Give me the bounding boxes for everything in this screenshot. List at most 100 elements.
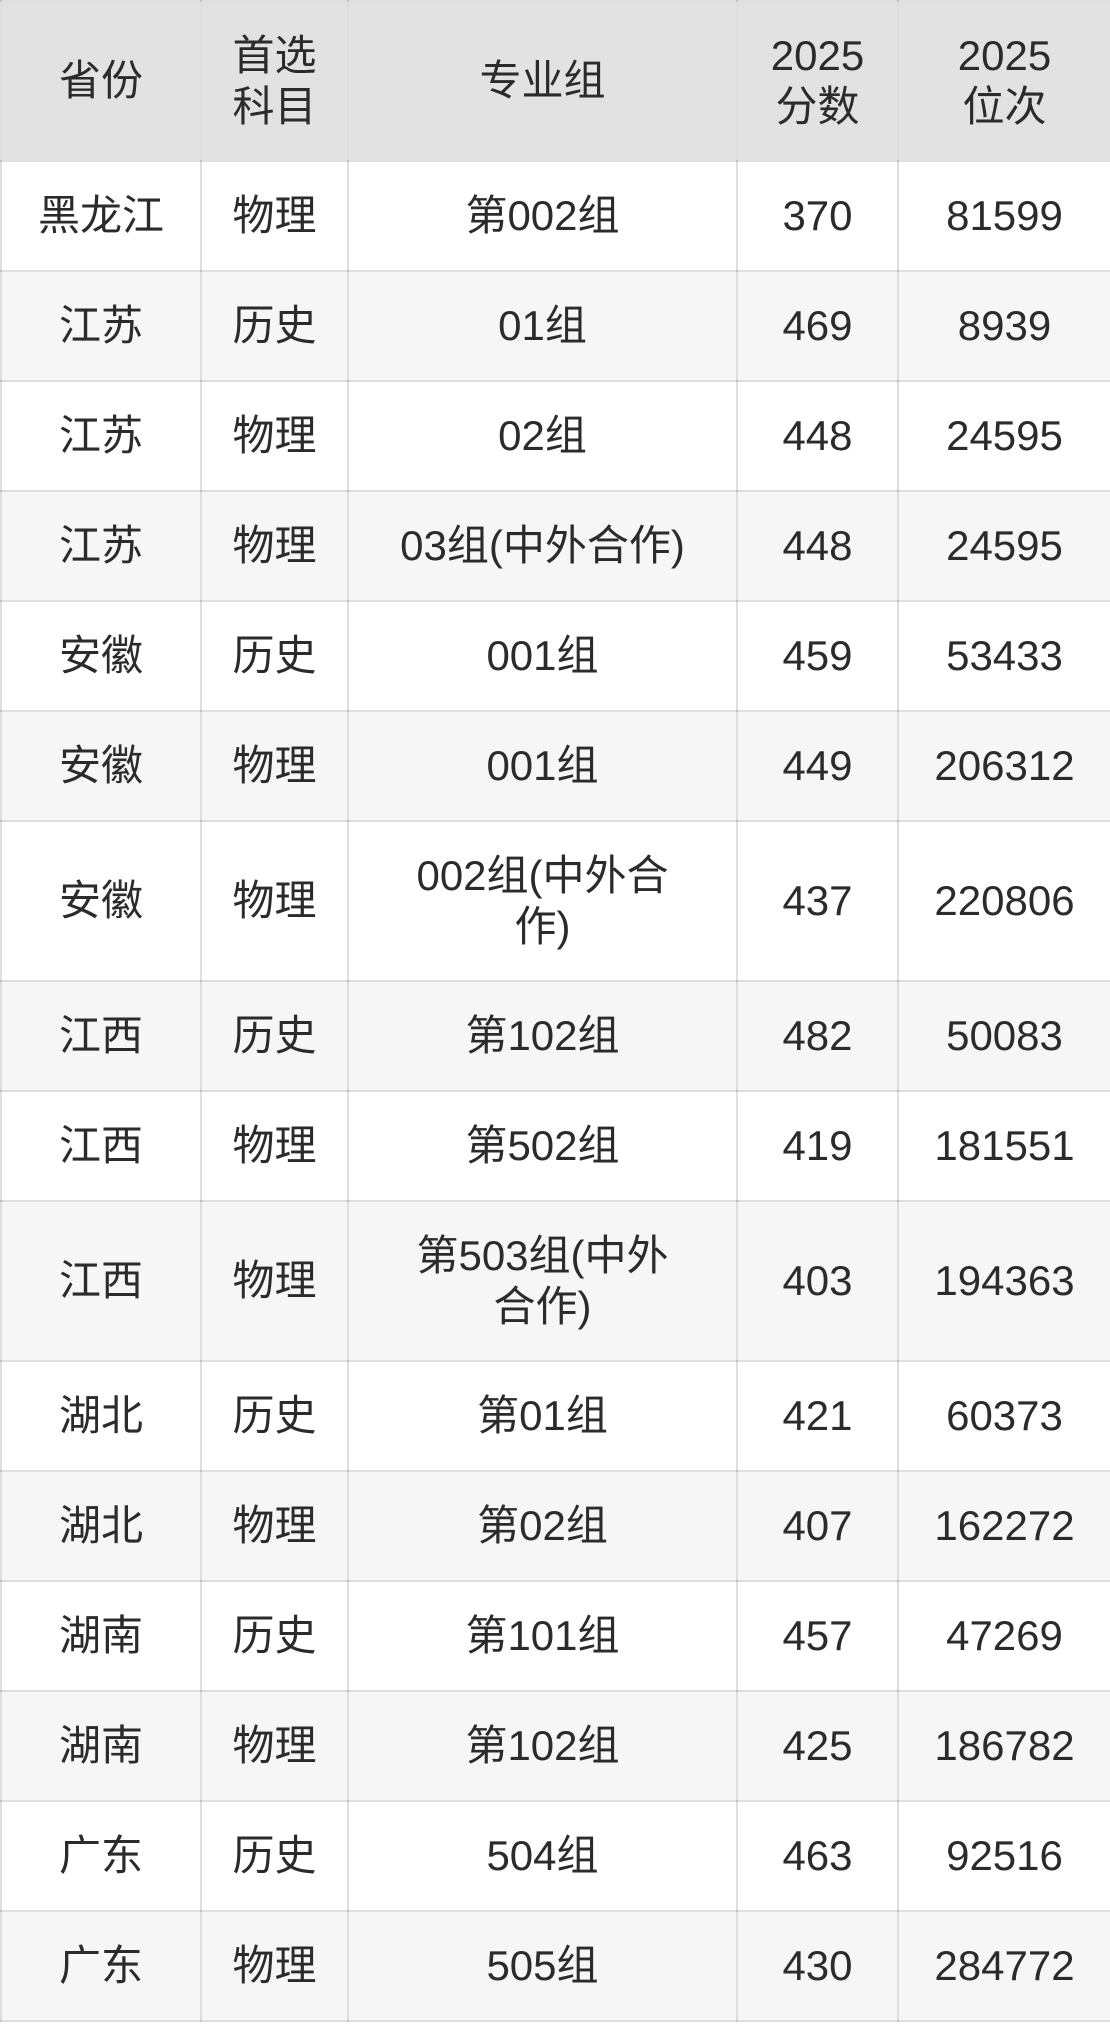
subject-cell: 历史: [200, 270, 349, 382]
score-cell: 421: [736, 1360, 899, 1472]
province-cell: 广东: [0, 1910, 202, 2022]
province-cell: 江苏: [0, 380, 202, 492]
score-cell: 469: [736, 270, 899, 382]
group-cell: 02组: [347, 380, 738, 492]
rank-cell: 206312: [897, 710, 1110, 822]
table-row: 安徽 历史 001组 459 53433: [0, 600, 1110, 712]
table-row: 广东 物理 505组 430 284772: [0, 1910, 1110, 2022]
rank-cell: 81599: [897, 160, 1110, 272]
score-cell: 448: [736, 380, 899, 492]
table-header: 省份 首选 科目 专业组 2025 分数 2025 位次: [0, 0, 1110, 162]
table-row: 黑龙江 物理 第002组 370 81599: [0, 160, 1110, 272]
score-cell: 407: [736, 1470, 899, 1582]
table-row: 江苏 物理 02组 448 24595: [0, 380, 1110, 492]
subject-cell: 物理: [200, 710, 349, 822]
rank-cell: 162272: [897, 1470, 1110, 1582]
province-cell: 安徽: [0, 710, 202, 822]
province-cell: 湖北: [0, 1360, 202, 1472]
rank-cell: 60373: [897, 1360, 1110, 1472]
table-row: 江西 历史 第102组 482 50083: [0, 980, 1110, 1092]
score-cell: 419: [736, 1090, 899, 1202]
group-cell: 第503组(中外 合作): [347, 1200, 738, 1362]
province-cell: 江苏: [0, 490, 202, 602]
province-cell: 湖南: [0, 1690, 202, 1802]
group-cell: 第02组: [347, 1470, 738, 1582]
subject-cell: 物理: [200, 820, 349, 982]
subject-cell: 物理: [200, 380, 349, 492]
header-score-2025: 2025 分数: [736, 0, 899, 162]
header-group: 专业组: [347, 0, 738, 162]
score-cell: 463: [736, 1800, 899, 1912]
province-cell: 湖南: [0, 1580, 202, 1692]
subject-cell: 历史: [200, 980, 349, 1092]
group-cell: 002组(中外合 作): [347, 820, 738, 982]
rank-cell: 24595: [897, 490, 1110, 602]
group-cell: 第102组: [347, 1690, 738, 1802]
score-cell: 449: [736, 710, 899, 822]
subject-cell: 历史: [200, 1580, 349, 1692]
score-cell: 403: [736, 1200, 899, 1362]
province-cell: 湖北: [0, 1470, 202, 1582]
score-cell: 370: [736, 160, 899, 272]
score-cell: 448: [736, 490, 899, 602]
group-cell: 001组: [347, 710, 738, 822]
subject-cell: 物理: [200, 1090, 349, 1202]
table-row: 湖南 物理 第102组 425 186782: [0, 1690, 1110, 1802]
rank-cell: 284772: [897, 1910, 1110, 2022]
rank-cell: 92516: [897, 1800, 1110, 1912]
rank-cell: 50083: [897, 980, 1110, 1092]
province-cell: 安徽: [0, 600, 202, 712]
table-body: 黑龙江 物理 第002组 370 81599 江苏 历史 01组 469 893…: [0, 160, 1110, 2022]
rank-cell: 53433: [897, 600, 1110, 712]
rank-cell: 24595: [897, 380, 1110, 492]
table-row: 广东 历史 504组 463 92516: [0, 1800, 1110, 1912]
group-cell: 第102组: [347, 980, 738, 1092]
province-cell: 安徽: [0, 820, 202, 982]
score-cell: 437: [736, 820, 899, 982]
group-cell: 第502组: [347, 1090, 738, 1202]
table-row: 江西 物理 第502组 419 181551: [0, 1090, 1110, 1202]
rank-cell: 8939: [897, 270, 1110, 382]
table-row: 江西 物理 第503组(中外 合作) 403 194363: [0, 1200, 1110, 1362]
group-cell: 03组(中外合作): [347, 490, 738, 602]
province-cell: 江苏: [0, 270, 202, 382]
rank-cell: 220806: [897, 820, 1110, 982]
score-cell: 459: [736, 600, 899, 712]
subject-cell: 物理: [200, 1200, 349, 1362]
table-row: 安徽 物理 002组(中外合 作) 437 220806: [0, 820, 1110, 982]
province-cell: 江西: [0, 1090, 202, 1202]
table-row: 江苏 物理 03组(中外合作) 448 24595: [0, 490, 1110, 602]
subject-cell: 物理: [200, 160, 349, 272]
province-cell: 江西: [0, 980, 202, 1092]
group-cell: 01组: [347, 270, 738, 382]
group-cell: 001组: [347, 600, 738, 712]
province-cell: 江西: [0, 1200, 202, 1362]
table-row: 湖南 历史 第101组 457 47269: [0, 1580, 1110, 1692]
rank-cell: 181551: [897, 1090, 1110, 1202]
rank-cell: 47269: [897, 1580, 1110, 1692]
group-cell: 505组: [347, 1910, 738, 2022]
subject-cell: 物理: [200, 490, 349, 602]
province-cell: 广东: [0, 1800, 202, 1912]
score-cell: 425: [736, 1690, 899, 1802]
header-rank-2025: 2025 位次: [897, 0, 1110, 162]
subject-cell: 物理: [200, 1470, 349, 1582]
group-cell: 第101组: [347, 1580, 738, 1692]
score-cell: 430: [736, 1910, 899, 2022]
subject-cell: 历史: [200, 1800, 349, 1912]
score-cell: 457: [736, 1580, 899, 1692]
header-subject: 首选 科目: [200, 0, 349, 162]
subject-cell: 历史: [200, 600, 349, 712]
subject-cell: 历史: [200, 1360, 349, 1472]
score-cell: 482: [736, 980, 899, 1092]
subject-cell: 物理: [200, 1910, 349, 2022]
table-row: 江苏 历史 01组 469 8939: [0, 270, 1110, 382]
header-row: 省份 首选 科目 专业组 2025 分数 2025 位次: [0, 0, 1110, 162]
province-cell: 黑龙江: [0, 160, 202, 272]
group-cell: 第002组: [347, 160, 738, 272]
group-cell: 第01组: [347, 1360, 738, 1472]
table-row: 安徽 物理 001组 449 206312: [0, 710, 1110, 822]
header-province: 省份: [0, 0, 202, 162]
group-cell: 504组: [347, 1800, 738, 1912]
